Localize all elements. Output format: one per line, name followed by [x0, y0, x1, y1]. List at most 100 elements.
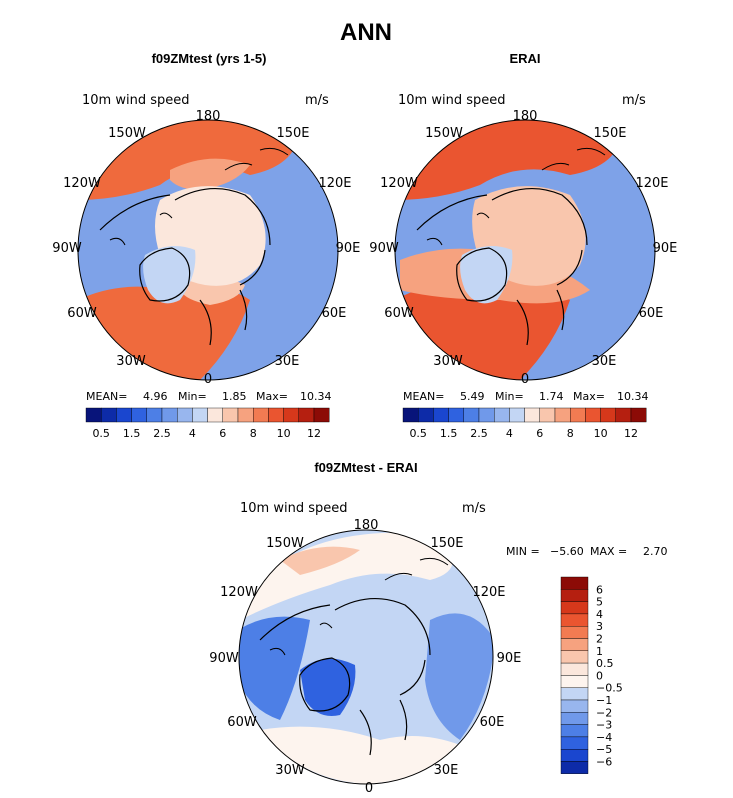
colorbar-tick-label: 8	[250, 427, 257, 440]
colorbar-swatch	[560, 589, 589, 602]
colorbar-tick-label: −6	[596, 756, 612, 769]
colorbar-swatch	[554, 407, 571, 423]
colorbar-tick-label: 2.5	[153, 427, 171, 440]
stats-max-label: Max=	[573, 390, 605, 403]
lon-label-90w: 90W	[52, 241, 82, 256]
colorbar-tick-label: 10	[277, 427, 291, 440]
lon-label-60w: 60W	[67, 306, 97, 321]
lon-label-90e: 90E	[497, 651, 522, 666]
band-greenland-negative	[300, 658, 356, 716]
colorbar-tick-label: 1.5	[123, 427, 141, 440]
colorbar-swatch	[560, 626, 589, 639]
lon-label-60w: 60W	[384, 306, 414, 321]
figure-title: ANN	[340, 19, 392, 46]
panel-obs-title: ERAI	[509, 51, 540, 66]
lon-label-60w: 60W	[227, 715, 257, 730]
lon-label-0: 0	[204, 372, 212, 387]
colorbar-swatch	[560, 601, 589, 615]
colorbar-swatch	[116, 407, 132, 423]
lon-label-120w: 120W	[63, 176, 101, 191]
greenland	[460, 246, 513, 304]
panel-diff-stats: MIN = −5.60 MAX = 2.70	[506, 545, 668, 558]
stats-max-label: Max=	[256, 390, 288, 403]
colorbar-tick-label: −5	[596, 743, 612, 756]
colorbar-swatch	[176, 407, 193, 423]
colorbar-swatch	[313, 407, 330, 423]
colorbar-swatch	[252, 407, 269, 423]
lon-label-150e: 150E	[593, 126, 626, 141]
stats-mean-label: MEAN=	[86, 390, 127, 403]
panel-obs-variable: 10m wind speed	[398, 93, 505, 108]
lon-label-120e: 120E	[635, 176, 668, 191]
coastline-detail	[426, 147, 606, 246]
lon-label-120e: 120E	[472, 585, 505, 600]
colorbar-swatch	[560, 712, 589, 725]
panel-diff-units: m/s	[462, 501, 486, 516]
coastline-detail	[109, 147, 289, 246]
panel-model-colorbar: 0.5 1.5 2.5 4 6 8 10 12	[85, 407, 330, 440]
colorbar-tick-label: 3	[596, 620, 603, 633]
coastline-detail	[269, 557, 449, 656]
panel-obs-stats: MEAN= 5.49 Min= 1.74 Max= 10.34	[403, 390, 649, 403]
coastline-main	[416, 187, 588, 346]
panel-obs-map-border	[394, 119, 656, 381]
band-pacific-positive	[240, 532, 453, 620]
colorbar-tick-label: −2	[596, 706, 612, 719]
panel-model-map	[78, 120, 338, 380]
panel-model-title: f09ZMtest (yrs 1-5)	[152, 51, 267, 66]
panel-model-map-border	[77, 119, 339, 381]
panel-diff-variable: 10m wind speed	[240, 501, 347, 516]
colorbar-swatch	[448, 407, 465, 423]
lon-label-0: 0	[365, 781, 373, 796]
panel-obs: ERAI 10m wind speed m/s 180 150E 120E 90…	[369, 51, 677, 440]
colorbar-swatch	[560, 736, 589, 750]
colorbar-swatch	[237, 407, 254, 423]
band-east-negative	[425, 613, 493, 740]
coastline-main	[259, 597, 431, 756]
stats-max-label: MAX =	[590, 545, 627, 558]
lon-label-60e: 60E	[639, 306, 664, 321]
colorbar-swatch	[161, 407, 178, 423]
colorbar-swatch	[560, 699, 589, 713]
colorbar-swatch	[268, 407, 284, 423]
colorbar-swatch	[600, 407, 616, 423]
colorbar-tick-label: 6	[536, 427, 543, 440]
colorbar-swatch	[560, 613, 589, 627]
lon-label-180: 180	[196, 109, 221, 124]
stats-min-value: −5.60	[550, 545, 584, 558]
colorbar-swatch	[207, 407, 224, 423]
panel-obs-units: m/s	[622, 93, 646, 108]
colorbar-tick-label: −0.5	[596, 682, 623, 695]
lon-label-150w: 150W	[425, 126, 463, 141]
colorbar-swatch	[402, 407, 419, 423]
lon-label-120w: 120W	[220, 585, 258, 600]
panel-diff-map	[239, 530, 493, 784]
colorbar-tick-label: −3	[596, 719, 612, 732]
colorbar-swatch	[570, 407, 586, 423]
colorbar-tick-label: 0.5	[409, 427, 427, 440]
colorbar-swatch	[630, 407, 647, 423]
colorbar-tick-label: −4	[596, 731, 612, 744]
lon-label-90w: 90W	[209, 651, 239, 666]
lon-label-30w: 30W	[116, 354, 146, 369]
stats-mean-value: 5.49	[460, 390, 485, 403]
lon-label-150e: 150E	[276, 126, 309, 141]
colorbar-swatch	[560, 638, 589, 652]
colorbar-swatch	[478, 407, 495, 423]
lon-label-30e: 30E	[592, 354, 617, 369]
band-west-negative	[239, 616, 310, 720]
colorbar-swatch	[85, 407, 102, 423]
stats-min-value: 1.74	[539, 390, 564, 403]
stats-min-value: 1.85	[222, 390, 247, 403]
coastline-main	[99, 187, 271, 346]
stats-max-value: 2.70	[643, 545, 668, 558]
lon-label-90e: 90E	[336, 241, 361, 256]
panel-diff: f09ZMtest - ERAI 10m wind speed m/s 180 …	[209, 460, 667, 796]
colorbar-tick-label: 8	[567, 427, 574, 440]
colorbar-swatch	[560, 662, 589, 676]
colorbar-tick-label: 2.5	[470, 427, 488, 440]
lon-label-120e: 120E	[318, 176, 351, 191]
colorbar-tick-label: 1.5	[440, 427, 458, 440]
